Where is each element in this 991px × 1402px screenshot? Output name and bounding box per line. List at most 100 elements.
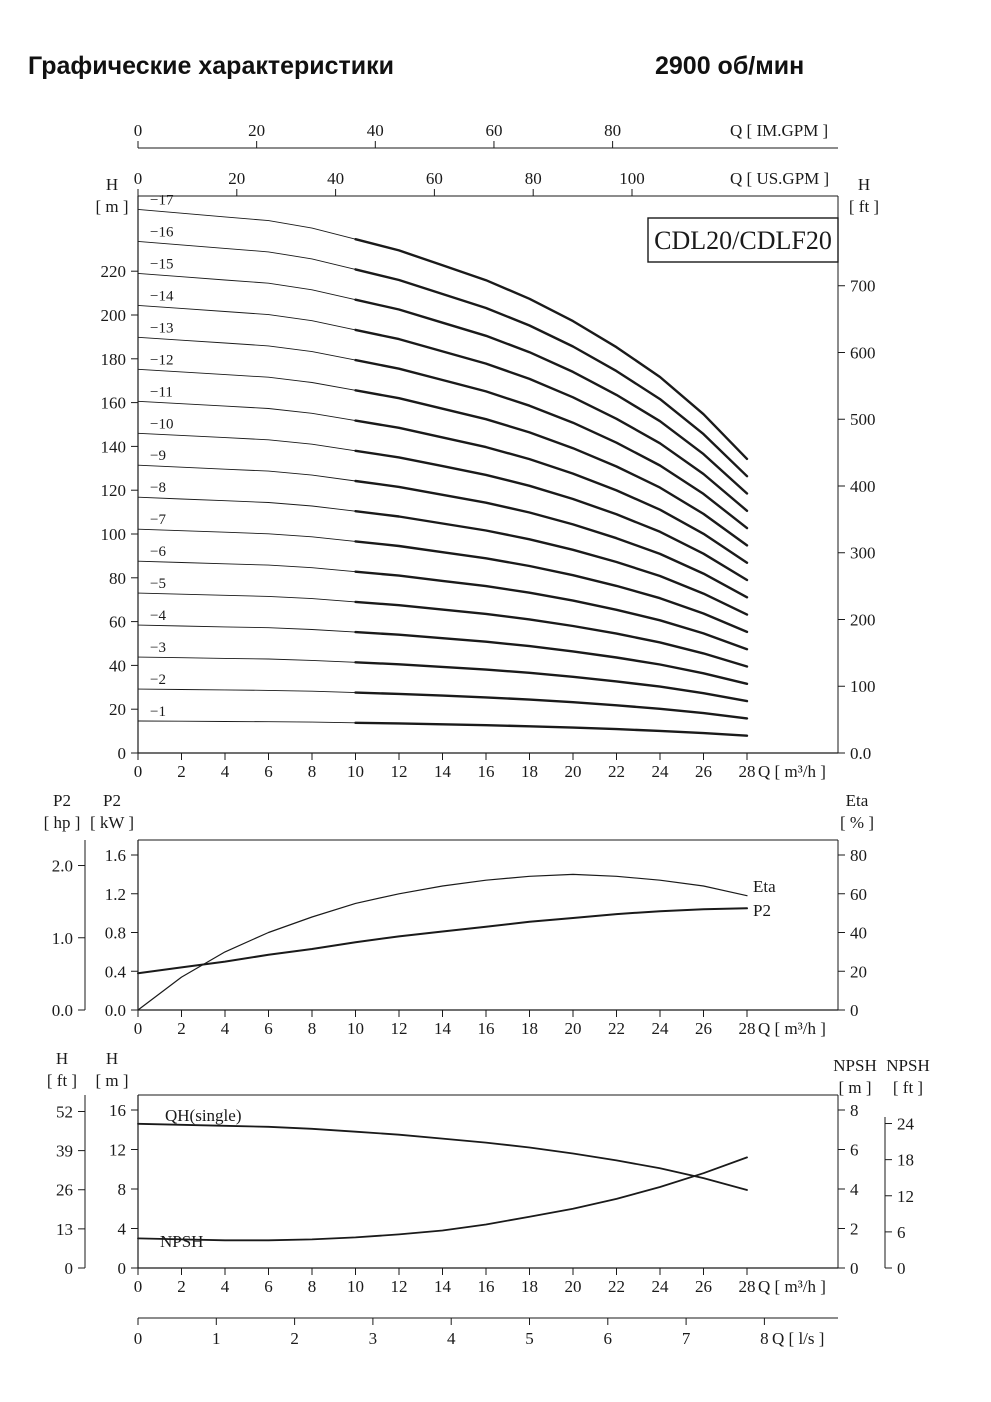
tick-label-q1: 2 (177, 762, 186, 781)
tick-label-eta: 60 (850, 885, 867, 904)
tick-label-q1: 14 (434, 762, 452, 781)
stage-label-3: −3 (150, 640, 166, 656)
tick-label-q2: 16 (478, 1019, 495, 1038)
tick-label-h2-ft: 52 (56, 1102, 73, 1121)
stage-curve-thin-4 (137, 624, 748, 685)
model-box (647, 217, 839, 263)
tick-label-q2: 12 (391, 1019, 408, 1038)
axis-unit-h2-ft: [ ft ] (47, 1071, 77, 1090)
stage-curve-thin-2 (137, 688, 748, 719)
tick-label-h-ft: 400 (850, 477, 876, 496)
p2-curve-label: P2 (753, 901, 771, 920)
tick-label-h-ft: 200 (850, 610, 876, 629)
stage-label-15: −15 (150, 256, 173, 272)
tick-label-h-ft: 500 (850, 410, 876, 429)
tick-label-q-lps: 5 (525, 1329, 534, 1348)
tick-label-q-lps: 3 (369, 1329, 378, 1348)
tick-label-us-gpm: 20 (228, 169, 245, 188)
tick-label-q2: 20 (565, 1019, 582, 1038)
axis-unit-p2-kw: [ kW ] (90, 813, 134, 832)
tick-label-q1: 0 (134, 762, 143, 781)
tick-label-q3: 8 (308, 1277, 317, 1296)
tick-label-q2: 24 (652, 1019, 670, 1038)
stage-curve-2 (354, 691, 749, 720)
axis-unit-npsh-m: [ m ] (838, 1078, 871, 1097)
tick-label-q1: 20 (565, 762, 582, 781)
axis-unit-eta: [ % ] (840, 813, 874, 832)
axis-label-q1: Q [ m³/h ] (758, 762, 826, 781)
stage-curve-14 (354, 328, 749, 512)
tick-label-q-lps: 0 (134, 1329, 143, 1348)
axis-unit-p2-hp: [ hp ] (44, 813, 81, 832)
tick-label-im-gpm: 0 (134, 121, 143, 140)
tick-label-p2-hp: 2.0 (52, 857, 73, 876)
tick-label-q3: 20 (565, 1277, 582, 1296)
axis-unit-h-m: [ m ] (95, 197, 128, 216)
stage-curve-thin-11 (137, 400, 748, 564)
stage-curve-16 (354, 268, 749, 478)
tick-label-q-lps: 2 (290, 1329, 299, 1348)
tick-label-q3: 10 (347, 1277, 364, 1296)
tick-label-us-gpm: 60 (426, 169, 443, 188)
stage-label-10: −10 (150, 416, 173, 432)
tick-label-q-lps: 8 (760, 1329, 769, 1348)
tick-label-p2-kw: 1.6 (105, 846, 126, 865)
axis-label-us-gpm: Q [ US.GPM ] (730, 169, 829, 188)
tick-label-q2: 8 (308, 1019, 317, 1038)
stage-label-16: −16 (150, 224, 174, 240)
tick-label-q-lps: 6 (604, 1329, 613, 1348)
tick-label-eta: 80 (850, 846, 867, 865)
axis-title-p2-kw: P2 (103, 791, 121, 810)
tick-label-h-m: 180 (101, 350, 127, 369)
tick-label-h-m: 20 (109, 700, 126, 719)
tick-label-q1: 10 (347, 762, 364, 781)
tick-label-q3: 22 (608, 1277, 625, 1296)
stage-curve-thin-15 (137, 272, 748, 494)
tick-label-q2: 2 (177, 1019, 186, 1038)
tick-label-h-ft: 100 (850, 677, 876, 696)
stage-label-13: −13 (150, 320, 173, 336)
tick-label-q1: 24 (652, 762, 670, 781)
tick-label-q-lps: 7 (682, 1329, 691, 1348)
tick-label-us-gpm: 0 (134, 169, 143, 188)
tick-label-p2-hp: 1.0 (52, 929, 73, 948)
stage-curve-11 (354, 419, 749, 564)
tick-label-h-m: 200 (101, 306, 127, 325)
tick-label-im-gpm: 60 (485, 121, 502, 140)
stage-curve-thin-5 (137, 592, 748, 667)
tick-label-h-m: 40 (109, 656, 126, 675)
stage-curve-12 (354, 389, 749, 547)
tick-label-q-lps: 4 (447, 1329, 456, 1348)
stage-curve-7 (354, 540, 749, 634)
tick-label-q3: 14 (434, 1277, 452, 1296)
tick-label-h-m: 140 (101, 437, 127, 456)
tick-label-q3: 26 (695, 1277, 712, 1296)
tick-label-us-gpm: 40 (327, 169, 344, 188)
axis-title-npsh-ft: NPSH (886, 1056, 929, 1075)
qh-single-curve-label: QH(single) (165, 1106, 241, 1125)
tick-label-eta: 0 (850, 1001, 859, 1020)
stage-curve-3 (354, 661, 749, 703)
tick-label-q3: 6 (264, 1277, 273, 1296)
stage-curve-thin-13 (137, 336, 748, 529)
stage-label-6: −6 (150, 544, 166, 560)
tick-label-npsh-ft: 24 (897, 1115, 915, 1134)
tick-label-h-m: 0 (118, 744, 127, 763)
stage-label-8: −8 (150, 480, 166, 496)
tick-label-h-ft: 600 (850, 343, 876, 362)
axis-title-h-ft: H (858, 175, 870, 194)
tick-label-p2-hp: 0.0 (52, 1001, 73, 1020)
tick-label-p2-kw: 0.8 (105, 924, 126, 943)
stage-curve-9 (354, 479, 749, 599)
p2-curve (137, 907, 748, 975)
tick-label-q3: 16 (478, 1277, 495, 1296)
tick-label-q3: 18 (521, 1277, 538, 1296)
tick-label-q1: 16 (478, 762, 495, 781)
tick-label-h-m: 120 (101, 481, 127, 500)
stage-curve-1 (354, 721, 749, 737)
tick-label-npsh-ft: 0 (897, 1259, 906, 1278)
tick-label-h-m: 160 (101, 394, 127, 413)
stage-curve-10 (354, 449, 749, 582)
tick-label-q2: 14 (434, 1019, 452, 1038)
